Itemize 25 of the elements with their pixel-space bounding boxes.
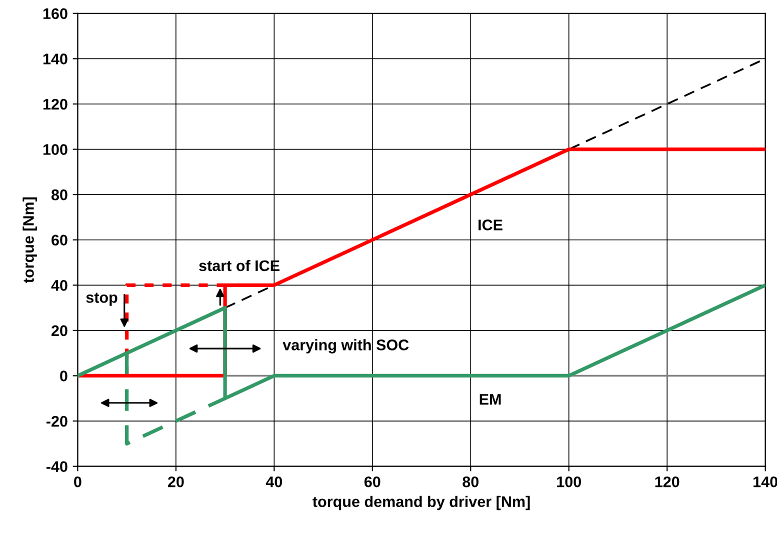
x-tick-label: 0 xyxy=(74,476,82,488)
y-tick-label: -20 xyxy=(46,416,68,427)
y-tick-label: 120 xyxy=(43,98,68,110)
y-tick-label: 140 xyxy=(43,54,68,64)
y-tick-label: 0 xyxy=(60,370,68,382)
annotation: stop xyxy=(86,292,118,306)
y-tick-label: 100 xyxy=(43,144,68,155)
annotation: varying with SOC xyxy=(282,339,409,354)
x-tick-label: 40 xyxy=(266,476,282,488)
y-tick-label: 160 xyxy=(43,8,68,20)
x-tick-label: 60 xyxy=(364,476,380,488)
x-tick-label: 100 xyxy=(557,476,581,488)
x-tick-label: 120 xyxy=(655,476,680,488)
y-axis-title: torque [Nm] xyxy=(22,197,37,283)
annotation: EM xyxy=(480,394,501,405)
y-tick-label: 40 xyxy=(51,280,68,291)
x-axis-title: torque demand by driver [Nm] xyxy=(312,496,530,510)
y-tick-label: 20 xyxy=(52,325,68,336)
y-tick-label: 60 xyxy=(52,234,68,246)
y-tick-label: -40 xyxy=(46,461,68,472)
x-tick-label: 20 xyxy=(168,476,184,488)
x-tick-label: 140 xyxy=(754,476,777,488)
annotation: ICE xyxy=(478,220,502,230)
y-tick-label: 80 xyxy=(51,189,68,200)
x-tick-label: 80 xyxy=(462,476,479,488)
